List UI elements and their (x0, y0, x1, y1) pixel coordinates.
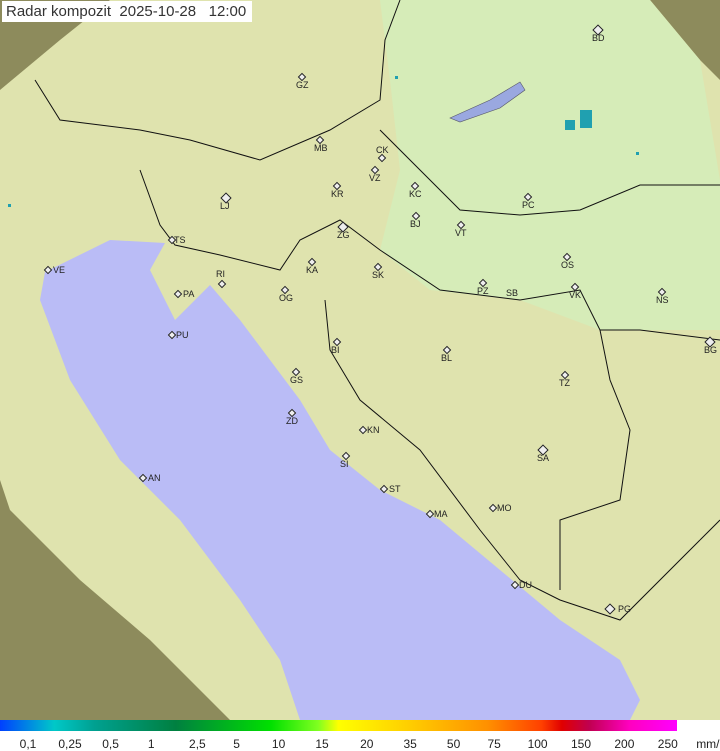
legend-label: 100 (527, 737, 548, 751)
legend-label: 200 (614, 737, 635, 751)
legend-label: 0,25 (58, 737, 82, 751)
city-label: BD (592, 33, 605, 43)
legend-label: 50 (446, 737, 461, 751)
city-label: GS (290, 375, 304, 385)
date: 2025-10-28 (119, 3, 197, 20)
legend-label: 250 (657, 737, 678, 751)
city-label: ST (389, 484, 401, 494)
city-label: BL (441, 353, 453, 363)
city-label: KN (367, 425, 380, 435)
city-label: PG (618, 604, 632, 614)
city-label: KC (409, 189, 422, 199)
legend-label: 1 (147, 737, 155, 751)
city-label: MB (314, 143, 328, 153)
legend-unit: mm/h (696, 737, 720, 751)
map-title: Radar kompozit 2025-10-28 12:00 (2, 1, 253, 22)
city-label: SK (372, 270, 385, 280)
legend-label: 150 (570, 737, 592, 751)
city-label: VZ (369, 173, 381, 183)
city-label: OG (279, 293, 294, 303)
city-label: DU (519, 580, 532, 590)
city-label: OS (561, 260, 575, 270)
city-label: TS (174, 235, 186, 245)
city-label: LJ (220, 201, 230, 211)
precipitation-color-scale (0, 720, 677, 731)
adriatic-sea (40, 240, 640, 720)
precipitation (8, 76, 639, 207)
legend-label: 2,5 (189, 737, 206, 751)
lake-balaton (449, 81, 526, 123)
city-label: VT (455, 228, 467, 238)
borders (34, 0, 720, 621)
city-label: SA (537, 453, 550, 463)
legend-label: 20 (360, 737, 374, 751)
legend-label: 75 (487, 737, 501, 751)
product-name: Radar kompozit (6, 3, 112, 20)
city-label: GZ (296, 80, 309, 90)
city-label: SI (340, 459, 349, 469)
city-label: PU (176, 330, 189, 340)
city-label: BG (704, 345, 718, 355)
city-label: RI (216, 269, 225, 279)
city-label: PC (522, 200, 535, 210)
city-label: PA (183, 289, 195, 299)
city-label: VE (53, 265, 66, 275)
radar-map (0, 0, 720, 720)
city-label: BI (331, 345, 340, 355)
city-label: AN (148, 473, 161, 483)
city-label: SB (506, 288, 519, 298)
city-label: TZ (559, 378, 570, 388)
legend-label: 15 (315, 737, 329, 751)
legend-label: 10 (271, 737, 286, 751)
city-label: ZD (286, 416, 298, 426)
legend-label: 35 (403, 737, 417, 751)
city-label: ZG (337, 230, 350, 240)
city-label: NS (656, 295, 669, 305)
city-label: MO (497, 503, 512, 513)
time: 12:00 (208, 3, 247, 20)
city-label: CK (376, 145, 389, 155)
city-label: PZ (477, 286, 489, 296)
city-label: KR (331, 189, 344, 199)
city-label: BJ (410, 219, 421, 229)
city-label: KA (306, 265, 319, 275)
legend-label: 0,1 (19, 737, 37, 751)
legend-label: 5 (233, 737, 240, 751)
city-label: VK (569, 290, 582, 300)
lowland-green (380, 0, 720, 330)
city-label: MA (434, 509, 448, 519)
legend-label: 0,5 (102, 737, 119, 751)
